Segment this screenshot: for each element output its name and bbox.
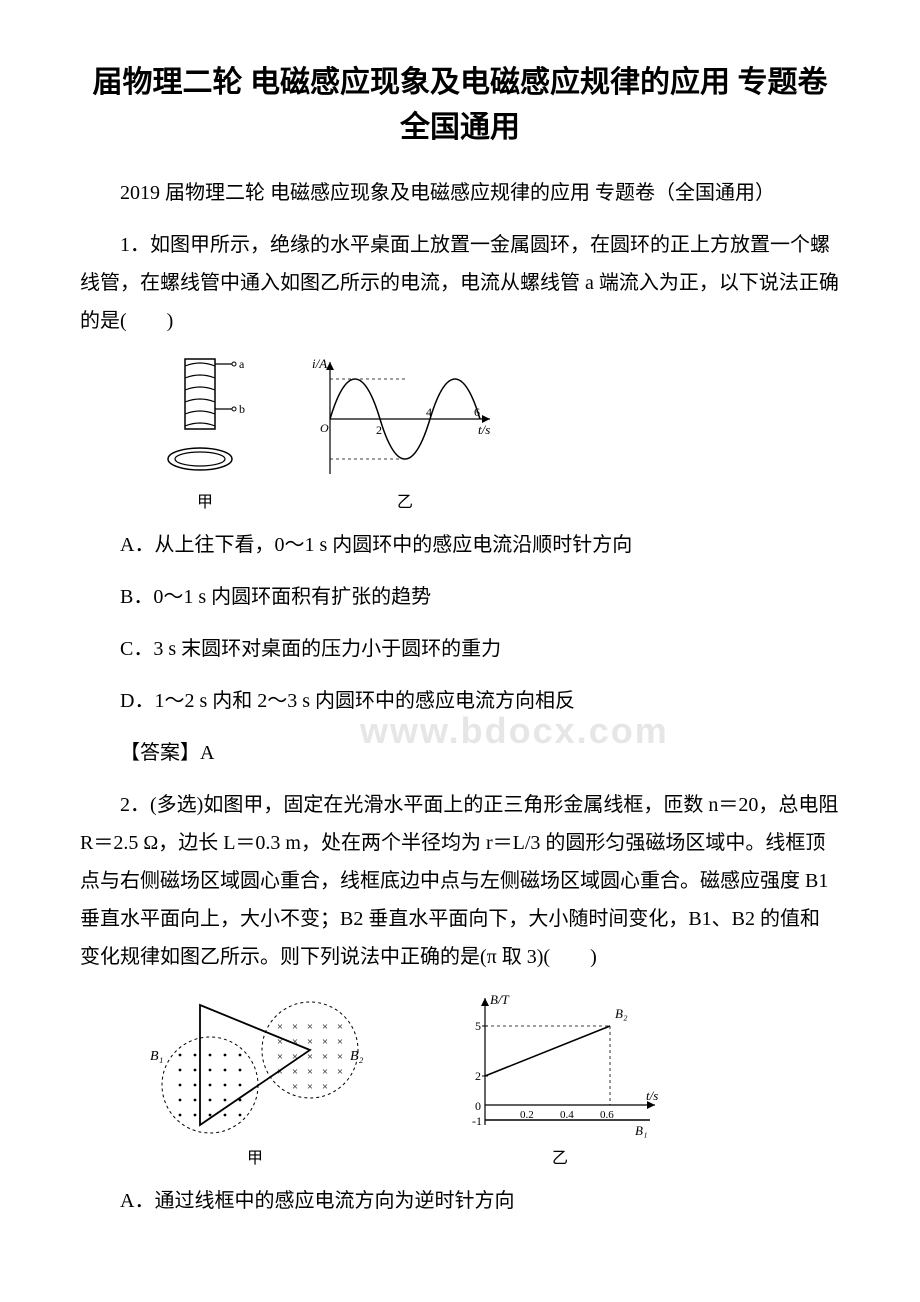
intro-text: 2019 届物理二轮 电磁感应现象及电磁感应规律的应用 专题卷（全国通用） <box>80 174 840 212</box>
svg-text:×: × <box>322 1036 328 1048</box>
q1-coil-diagram: a b <box>160 354 250 484</box>
q1-option-b: B．0～1 s 内圆环面积有扩张的趋势 <box>80 578 840 616</box>
q1-option-d: D．1～2 s 内和 2～3 s 内圆环中的感应电流方向相反 <box>80 682 840 720</box>
svg-text:0: 0 <box>475 1099 481 1113</box>
xlabel: t/s <box>478 422 490 437</box>
svg-text:×: × <box>307 1066 313 1078</box>
svg-text:×: × <box>322 1081 328 1093</box>
b2-label: B₂ <box>350 1049 364 1064</box>
dots-out <box>179 1054 242 1117</box>
svg-text:×: × <box>307 1021 313 1033</box>
svg-text:×: × <box>292 1066 298 1078</box>
q1-right-label: 乙 <box>397 488 413 512</box>
svg-text:×: × <box>307 1081 313 1093</box>
q2-figures: ××××× ××××× ××××× ××××× ××× B₁ B₂ 甲 B/T … <box>140 990 840 1168</box>
svg-text:t/s: t/s <box>646 1088 658 1103</box>
ylabel: i/A <box>312 356 327 371</box>
svg-text:×: × <box>322 1051 328 1063</box>
svg-text:×: × <box>337 1036 343 1048</box>
svg-text:×: × <box>322 1066 328 1078</box>
svg-text:×: × <box>307 1051 313 1063</box>
svg-text:×: × <box>277 1051 283 1063</box>
svg-text:6: 6 <box>474 405 480 419</box>
svg-text:×: × <box>322 1021 328 1033</box>
svg-text:B₂: B₂ <box>615 1006 628 1021</box>
svg-text:2: 2 <box>376 423 382 437</box>
q1-option-c: C．3 s 末圆环对桌面的压力小于圆环的重力 <box>80 630 840 668</box>
svg-text:4: 4 <box>426 405 432 419</box>
q2-left-label: 甲 <box>247 1144 263 1168</box>
terminal-b-label: b <box>239 402 245 416</box>
q1-stem: 1．如图甲所示，绝缘的水平桌面上放置一金属圆环，在圆环的正上方放置一个螺线管，在… <box>80 226 840 340</box>
q1-current-graph: i/A t/s O 2 4 6 <box>310 354 500 484</box>
q2-option-a: A．通过线框中的感应电流方向为逆时针方向 <box>80 1182 840 1220</box>
q2-right-label: 乙 <box>552 1144 568 1168</box>
q2-triangle-diagram: ××××× ××××× ××××× ××××× ××× B₁ B₂ <box>140 990 370 1140</box>
q1-figures: a b 甲 i/A t/s O 2 4 <box>160 354 840 512</box>
svg-text:2: 2 <box>475 1069 481 1083</box>
q1-answer: 【答案】A <box>80 734 840 772</box>
svg-text:-1: -1 <box>472 1114 482 1128</box>
q1-left-label: 甲 <box>197 488 213 512</box>
svg-text:0.6: 0.6 <box>600 1109 614 1121</box>
svg-text:O: O <box>320 421 329 435</box>
svg-text:×: × <box>292 1021 298 1033</box>
svg-text:0.4: 0.4 <box>560 1109 574 1121</box>
b1-label: B₁ <box>150 1049 163 1064</box>
crosses-in: ××××× ××××× ××××× ××××× ××× <box>277 1021 343 1093</box>
terminal-a-label: a <box>239 357 245 371</box>
svg-text:×: × <box>277 1021 283 1033</box>
svg-text:×: × <box>337 1051 343 1063</box>
svg-text:B₁: B₁ <box>635 1123 647 1138</box>
svg-text:×: × <box>337 1021 343 1033</box>
svg-text:×: × <box>292 1036 298 1048</box>
q2-stem: 2．(多选)如图甲，固定在光滑水平面上的正三角形金属线框，匝数 n＝20，总电阻… <box>80 786 840 976</box>
svg-text:B/T: B/T <box>490 992 510 1007</box>
svg-text:0.2: 0.2 <box>520 1109 534 1121</box>
q1-option-a: A．从上往下看，0～1 s 内圆环中的感应电流沿顺时针方向 <box>80 526 840 564</box>
svg-text:5: 5 <box>475 1019 481 1033</box>
svg-text:×: × <box>292 1081 298 1093</box>
svg-text:×: × <box>337 1066 343 1078</box>
q2-bt-graph: B/T t/s -1 0 2 5 0.2 0.4 0.6 B₂ B₁ <box>450 990 670 1140</box>
page-title: 届物理二轮 电磁感应现象及电磁感应规律的应用 专题卷全国通用 <box>80 60 840 150</box>
svg-text:×: × <box>307 1036 313 1048</box>
